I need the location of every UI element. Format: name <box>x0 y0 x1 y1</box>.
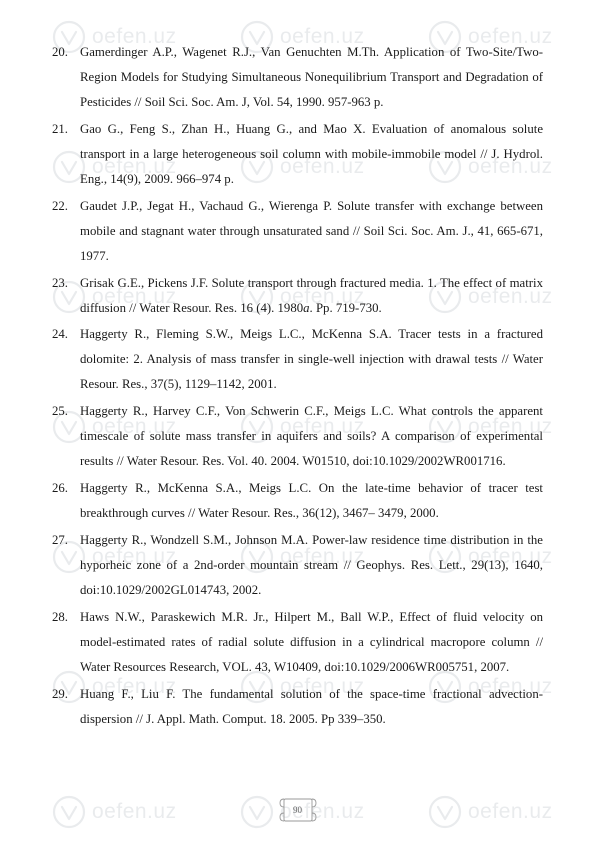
reference-item: 21.Gao G., Feng S., Zhan H., Huang G., a… <box>52 117 543 192</box>
reference-text: Haws N.W., Paraskewich M.R. Jr., Hilpert… <box>80 605 543 680</box>
reference-text: Haggerty R., Harvey C.F., Von Schwerin C… <box>80 399 543 474</box>
watermark-text: oefen.uz <box>468 800 553 824</box>
reference-item: 27.Haggerty R., Wondzell S.M., Johnson M… <box>52 528 543 603</box>
reference-number: 23. <box>52 271 80 321</box>
reference-text: Huang F., Liu F. The fundamental solutio… <box>80 682 543 732</box>
reference-text: Gao G., Feng S., Zhan H., Huang G., and … <box>80 117 543 192</box>
reference-text: Haggerty R., Wondzell S.M., Johnson M.A.… <box>80 528 543 603</box>
reference-item: 29.Huang F., Liu F. The fundamental solu… <box>52 682 543 732</box>
reference-number: 20. <box>52 40 80 115</box>
reference-number: 28. <box>52 605 80 680</box>
reference-text: Haggerty R., McKenna S.A., Meigs L.C. On… <box>80 476 543 526</box>
watermark-logo-icon <box>240 795 274 829</box>
reference-number: 24. <box>52 322 80 397</box>
watermark-logo-icon <box>52 795 86 829</box>
reference-item: 23.Grisak G.E., Pickens J.F. Solute tran… <box>52 271 543 321</box>
reference-item: 20.Gamerdinger A.P., Wagenet R.J., Van G… <box>52 40 543 115</box>
reference-number: 27. <box>52 528 80 603</box>
reference-text: Haggerty R., Fleming S.W., Meigs L.C., M… <box>80 322 543 397</box>
reference-number: 29. <box>52 682 80 732</box>
watermark-text: oefen.uz <box>92 800 177 824</box>
reference-number: 21. <box>52 117 80 192</box>
page-footer: 90 <box>276 796 320 824</box>
reference-item: 25.Haggerty R., Harvey C.F., Von Schweri… <box>52 399 543 474</box>
reference-text: Gamerdinger A.P., Wagenet R.J., Van Genu… <box>80 40 543 115</box>
watermark: oefen.uz <box>428 795 553 829</box>
reference-item: 24.Haggerty R., Fleming S.W., Meigs L.C.… <box>52 322 543 397</box>
reference-number: 25. <box>52 399 80 474</box>
reference-number: 26. <box>52 476 80 526</box>
reference-text: Grisak G.E., Pickens J.F. Solute transpo… <box>80 271 543 321</box>
reference-number: 22. <box>52 194 80 269</box>
references-list: 20.Gamerdinger A.P., Wagenet R.J., Van G… <box>0 0 595 732</box>
reference-item: 28.Haws N.W., Paraskewich M.R. Jr., Hilp… <box>52 605 543 680</box>
page-number: 90 <box>293 805 302 815</box>
reference-text: Gaudet J.P., Jegat H., Vachaud G., Wiere… <box>80 194 543 269</box>
reference-item: 26.Haggerty R., McKenna S.A., Meigs L.C.… <box>52 476 543 526</box>
watermark: oefen.uz <box>52 795 177 829</box>
reference-item: 22.Gaudet J.P., Jegat H., Vachaud G., Wi… <box>52 194 543 269</box>
watermark-logo-icon <box>428 795 462 829</box>
